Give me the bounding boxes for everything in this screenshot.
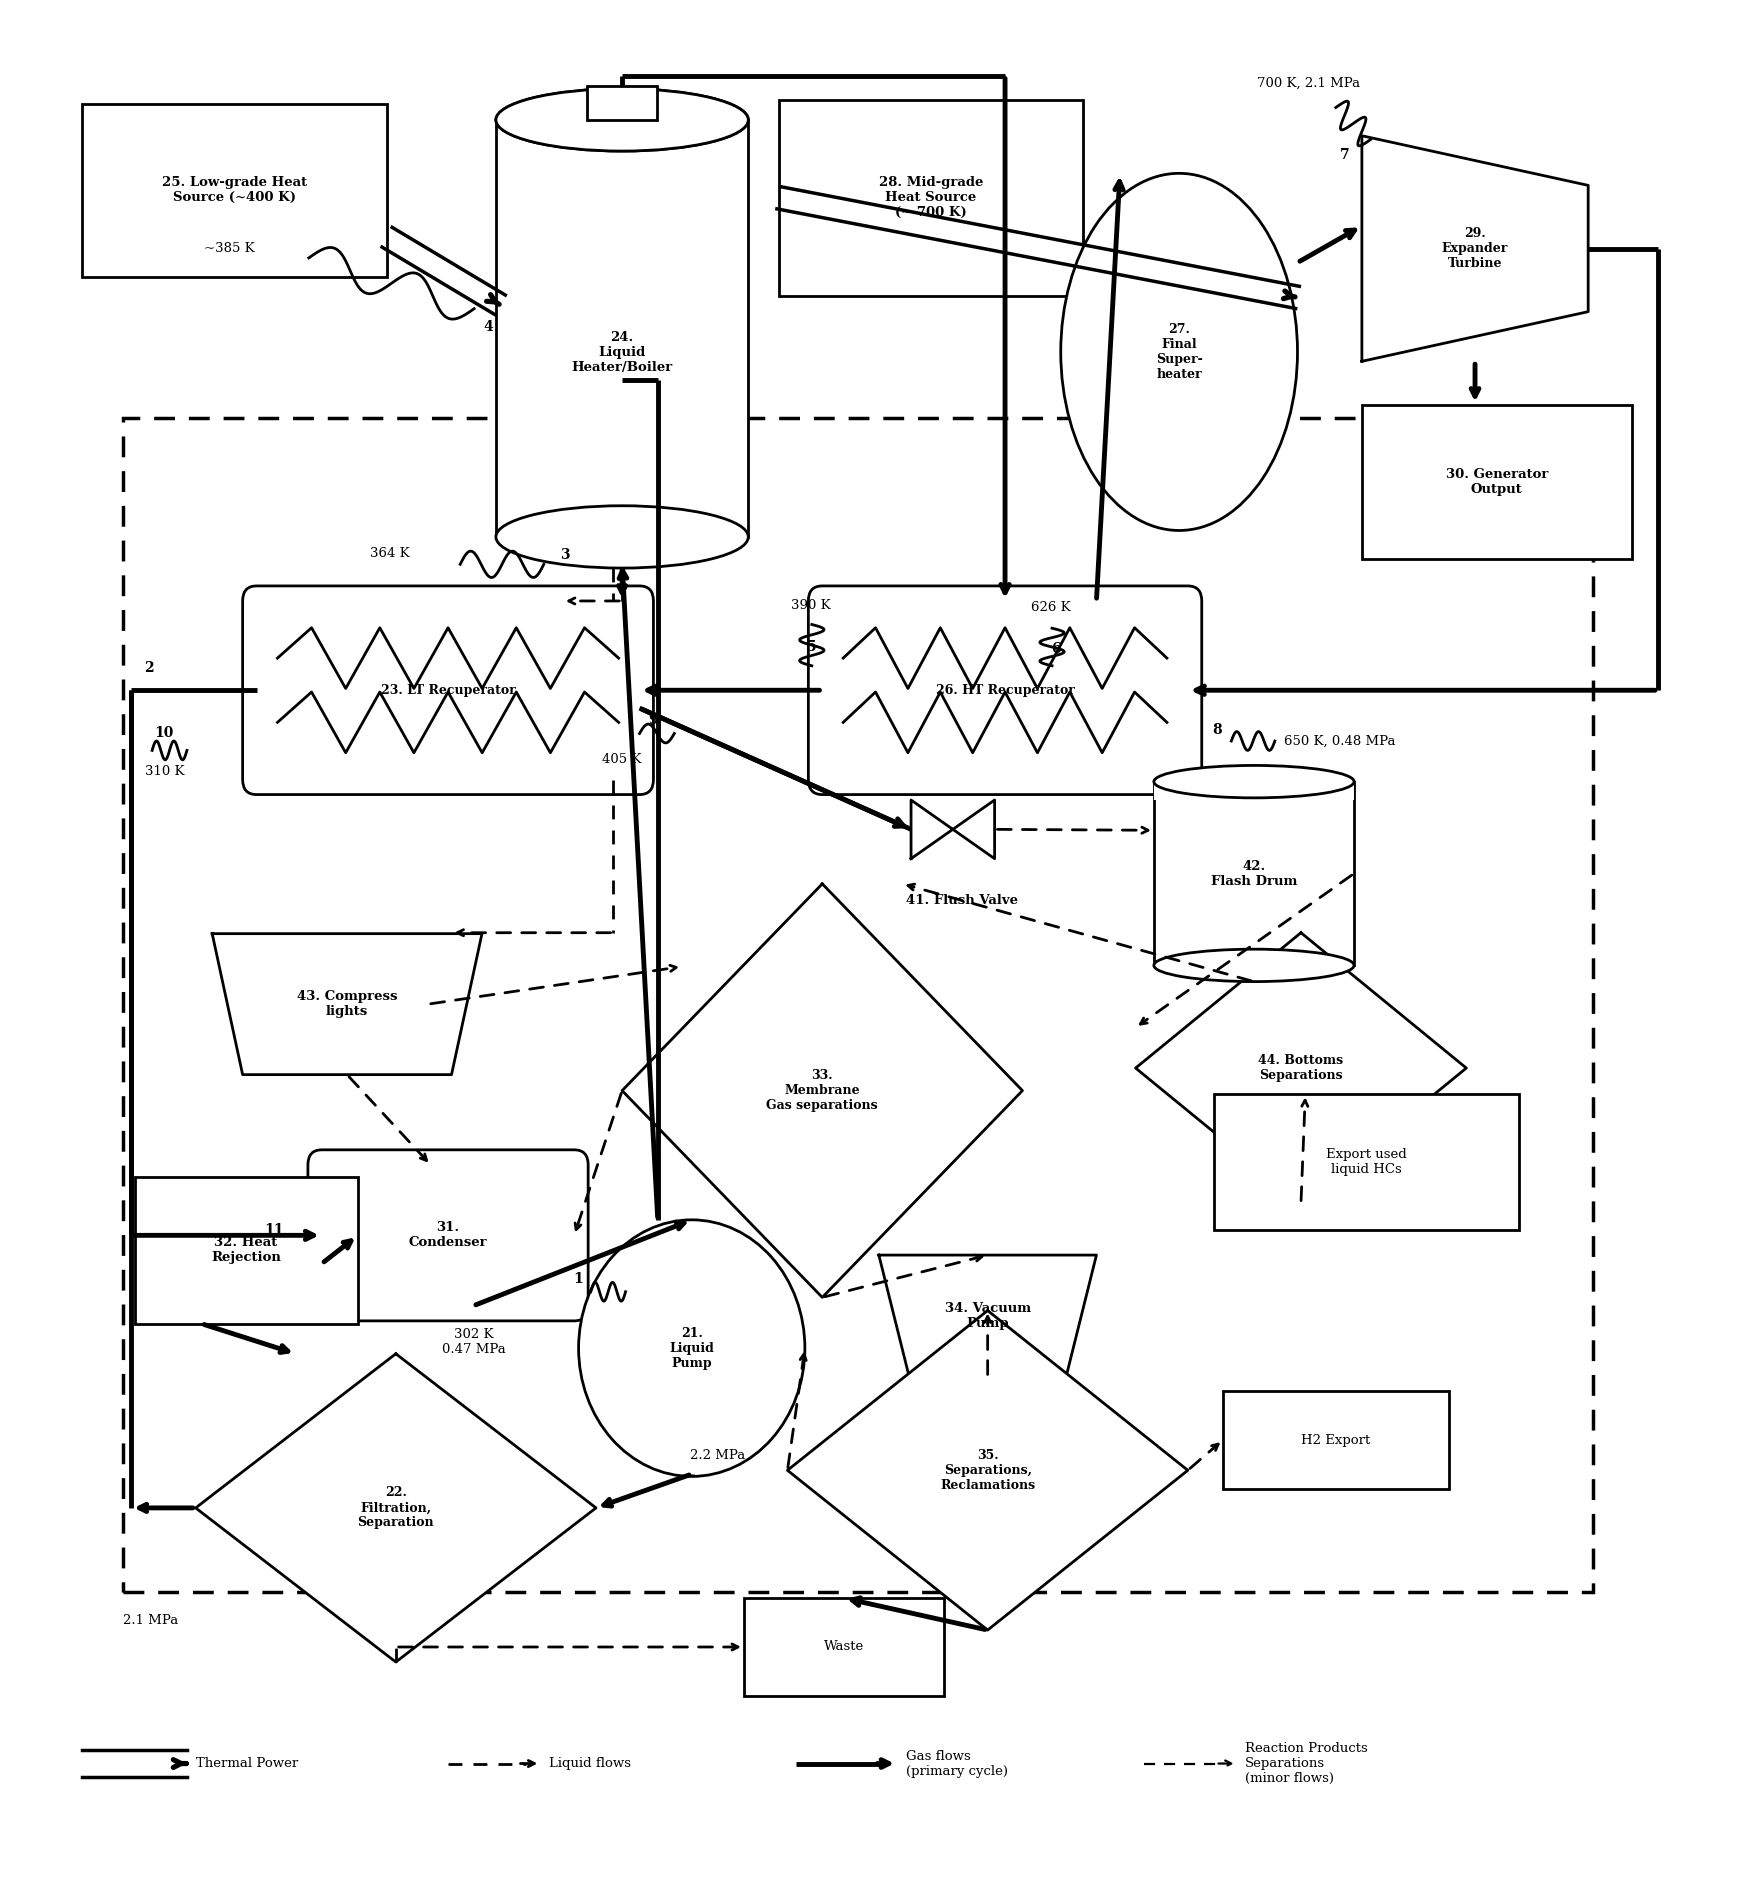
Text: 44. Bottoms
Separations: 44. Bottoms Separations <box>1257 1054 1342 1082</box>
Text: 30. Generator
Output: 30. Generator Output <box>1446 468 1547 497</box>
Text: H2 Export: H2 Export <box>1301 1433 1370 1446</box>
FancyBboxPatch shape <box>82 104 386 278</box>
Text: 626 K: 626 K <box>1031 600 1070 614</box>
FancyBboxPatch shape <box>743 1597 944 1695</box>
Text: 24.
Liquid
Heater/Boiler: 24. Liquid Heater/Boiler <box>572 330 673 374</box>
FancyBboxPatch shape <box>1213 1095 1517 1229</box>
Text: 28. Mid-grade
Heat Source
(~ 700 K): 28. Mid-grade Heat Source (~ 700 K) <box>879 176 982 219</box>
Text: 23. LT Recuperator: 23. LT Recuperator <box>381 683 516 697</box>
Polygon shape <box>787 1310 1187 1629</box>
FancyBboxPatch shape <box>808 585 1201 795</box>
Text: 27.
Final
Super-
heater: 27. Final Super- heater <box>1155 323 1203 381</box>
Text: 1: 1 <box>573 1273 584 1286</box>
Text: 25. Low-grade Heat
Source (~400 K): 25. Low-grade Heat Source (~400 K) <box>163 176 308 204</box>
Text: 650 K, 0.48 MPa: 650 K, 0.48 MPa <box>1283 734 1395 748</box>
Text: Liquid flows: Liquid flows <box>549 1758 631 1771</box>
FancyBboxPatch shape <box>1222 1391 1447 1490</box>
Text: 2.1 MPa: 2.1 MPa <box>122 1614 178 1627</box>
Text: 9: 9 <box>649 714 657 727</box>
Ellipse shape <box>496 89 748 151</box>
Text: Waste: Waste <box>823 1641 864 1654</box>
Text: 11: 11 <box>264 1223 283 1237</box>
Text: 32. Heat
Rejection: 32. Heat Rejection <box>212 1237 281 1265</box>
Text: Reaction Products
Separations
(minor flows): Reaction Products Separations (minor flo… <box>1245 1743 1367 1784</box>
Text: 10: 10 <box>154 727 173 740</box>
Bar <box>496 121 748 536</box>
Ellipse shape <box>496 506 748 568</box>
Text: Gas flows
(primary cycle): Gas flows (primary cycle) <box>905 1750 1007 1777</box>
Text: 31.
Condenser: 31. Condenser <box>409 1222 488 1250</box>
Ellipse shape <box>579 1220 804 1476</box>
Polygon shape <box>911 801 995 859</box>
FancyBboxPatch shape <box>308 1150 587 1322</box>
Polygon shape <box>1134 933 1465 1203</box>
Text: 2: 2 <box>143 661 154 674</box>
Bar <box>586 87 657 121</box>
Bar <box>1154 780 1353 801</box>
Text: 310 K: 310 K <box>145 765 184 778</box>
Polygon shape <box>622 884 1023 1297</box>
Text: 700 K, 2.1 MPa: 700 K, 2.1 MPa <box>1257 77 1360 89</box>
Text: 41. Flush Valve: 41. Flush Valve <box>905 895 1017 908</box>
Polygon shape <box>212 935 482 1074</box>
Text: 7: 7 <box>1339 147 1348 162</box>
Polygon shape <box>196 1354 596 1661</box>
Text: Export used
liquid HCs: Export used liquid HCs <box>1325 1148 1405 1176</box>
Text: 302 K
0.47 MPa: 302 K 0.47 MPa <box>442 1329 505 1356</box>
Text: 21.
Liquid
Pump: 21. Liquid Pump <box>669 1327 713 1369</box>
Text: 8: 8 <box>1211 723 1222 736</box>
FancyBboxPatch shape <box>778 100 1082 296</box>
FancyBboxPatch shape <box>135 1176 357 1323</box>
Bar <box>1154 782 1353 965</box>
FancyBboxPatch shape <box>1362 404 1631 559</box>
Text: 42.
Flash Drum: 42. Flash Drum <box>1210 859 1297 887</box>
Ellipse shape <box>1059 174 1297 531</box>
Ellipse shape <box>496 89 748 151</box>
Ellipse shape <box>1154 765 1353 799</box>
Text: 29.
Expander
Turbine: 29. Expander Turbine <box>1440 227 1507 270</box>
Text: 6: 6 <box>1051 642 1059 655</box>
Text: 364 K: 364 K <box>369 546 409 559</box>
Text: 35.
Separations,
Reclamations: 35. Separations, Reclamations <box>939 1448 1035 1492</box>
Text: 2.2 MPa: 2.2 MPa <box>690 1448 745 1461</box>
Ellipse shape <box>1154 950 1353 982</box>
Text: Thermal Power: Thermal Power <box>196 1758 297 1771</box>
Text: 33.
Membrane
Gas separations: 33. Membrane Gas separations <box>766 1069 877 1112</box>
Text: 390 K: 390 K <box>790 598 830 612</box>
Text: 3: 3 <box>559 548 570 563</box>
Polygon shape <box>1362 136 1587 361</box>
Text: 34. Vacuum
Pump: 34. Vacuum Pump <box>944 1303 1030 1331</box>
Text: 4: 4 <box>482 321 493 334</box>
Text: 5: 5 <box>806 640 816 653</box>
FancyBboxPatch shape <box>243 585 654 795</box>
Text: ~385 K: ~385 K <box>205 242 255 255</box>
Text: 26. HT Recuperator: 26. HT Recuperator <box>935 683 1073 697</box>
Bar <box>496 87 748 123</box>
Text: 22.
Filtration,
Separation: 22. Filtration, Separation <box>357 1486 434 1529</box>
Text: 405 K: 405 K <box>601 753 642 767</box>
Text: 43. Compress
lights: 43. Compress lights <box>297 989 397 1018</box>
Polygon shape <box>877 1256 1096 1376</box>
